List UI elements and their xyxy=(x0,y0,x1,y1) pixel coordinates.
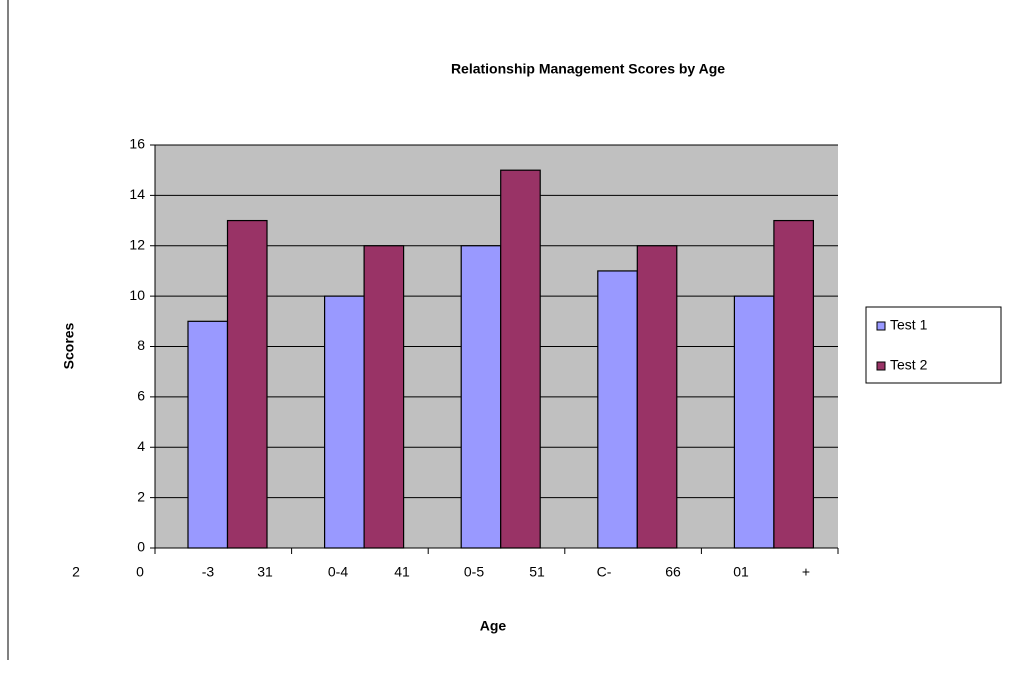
y-tick-label: 2 xyxy=(137,488,145,504)
y-tick-label: 8 xyxy=(137,337,145,353)
x-tick-label: -3 xyxy=(202,564,215,580)
legend xyxy=(865,306,1002,384)
x-tick-label: 31 xyxy=(257,564,273,580)
x-tick-label: 0-4 xyxy=(328,564,348,580)
x-tick-label: 41 xyxy=(394,564,410,580)
y-tick-label: 6 xyxy=(137,388,145,404)
bar xyxy=(460,245,502,549)
x-tick-label: 2 xyxy=(72,564,80,580)
legend-label: Test 1 xyxy=(890,317,928,333)
bar xyxy=(500,169,541,549)
x-tick-label: 01 xyxy=(733,564,749,580)
y-tick-label: 16 xyxy=(129,136,145,152)
y-tick-label: 10 xyxy=(129,287,145,303)
x-tick-label: 0 xyxy=(136,564,144,580)
legend-label: Test 2 xyxy=(890,357,928,373)
y-tick-label: 4 xyxy=(137,438,145,454)
bar xyxy=(733,295,775,549)
bar xyxy=(226,219,268,549)
bar xyxy=(597,270,638,549)
y-axis-label: Scores xyxy=(61,322,77,369)
bar xyxy=(324,295,365,549)
chart-title: Relationship Management Scores by Age xyxy=(451,61,725,77)
y-tick-label: 12 xyxy=(129,236,145,252)
y-tick-label: 0 xyxy=(137,539,145,555)
legend-swatch xyxy=(876,361,886,371)
legend-swatch xyxy=(876,321,886,331)
x-tick-label: 66 xyxy=(665,564,681,580)
bar xyxy=(636,245,678,549)
x-tick-label: 0-5 xyxy=(464,564,484,580)
bar xyxy=(187,320,229,549)
x-axis-label: Age xyxy=(480,618,507,634)
x-tick-label: + xyxy=(802,564,810,580)
bar xyxy=(363,245,405,549)
y-tick-label: 14 xyxy=(129,186,145,202)
x-tick-label: 51 xyxy=(529,564,545,580)
x-tick-label: C- xyxy=(597,564,612,580)
bar xyxy=(773,219,815,549)
